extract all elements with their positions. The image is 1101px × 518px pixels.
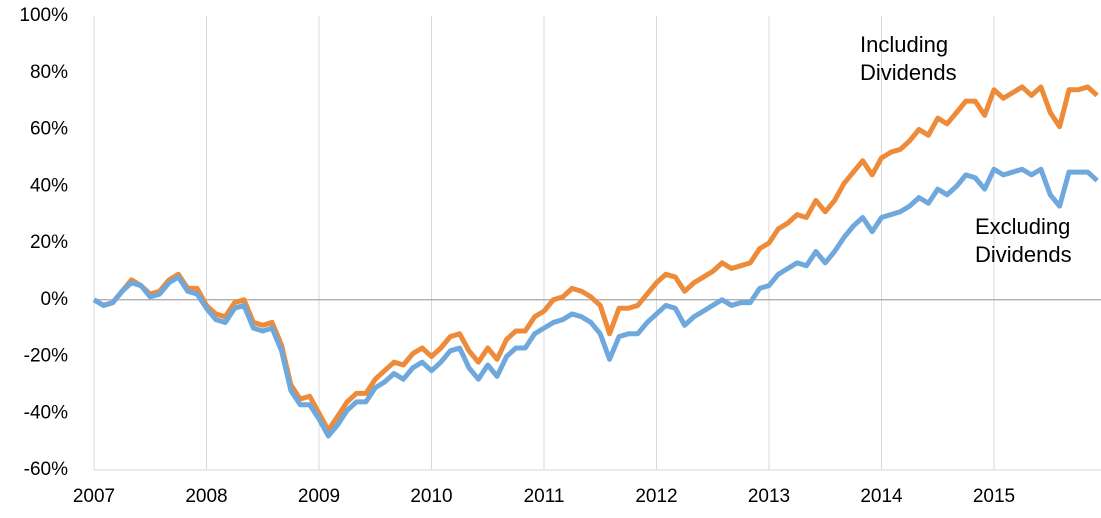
x-tick-label: 2010 <box>410 486 452 507</box>
series-line <box>92 84 1099 433</box>
y-tick-label: 100% <box>19 5 68 26</box>
y-tick-label: 60% <box>30 119 68 140</box>
y-tick-label: -60% <box>24 459 68 480</box>
y-tick-label: 20% <box>30 232 68 253</box>
y-tick-label: 40% <box>30 175 68 196</box>
x-tick-label: 2008 <box>185 486 227 507</box>
y-tick-label: 0% <box>41 289 69 310</box>
y-tick-label: 80% <box>30 62 68 83</box>
series-label: Excluding Dividends <box>975 214 1072 267</box>
series-label: Including Dividends <box>860 32 957 85</box>
series-line <box>92 166 1099 439</box>
y-tick-label: -40% <box>24 402 68 423</box>
x-tick-label: 2012 <box>635 486 677 507</box>
x-tick-label: 2015 <box>973 486 1015 507</box>
x-tick-label: 2014 <box>860 486 903 507</box>
x-tick-label: 2007 <box>73 486 115 507</box>
y-tick-label: -20% <box>24 346 68 367</box>
x-tick-label: 2011 <box>524 486 565 507</box>
x-tick-label: 2009 <box>298 486 340 507</box>
x-tick-label: 2013 <box>748 486 790 507</box>
